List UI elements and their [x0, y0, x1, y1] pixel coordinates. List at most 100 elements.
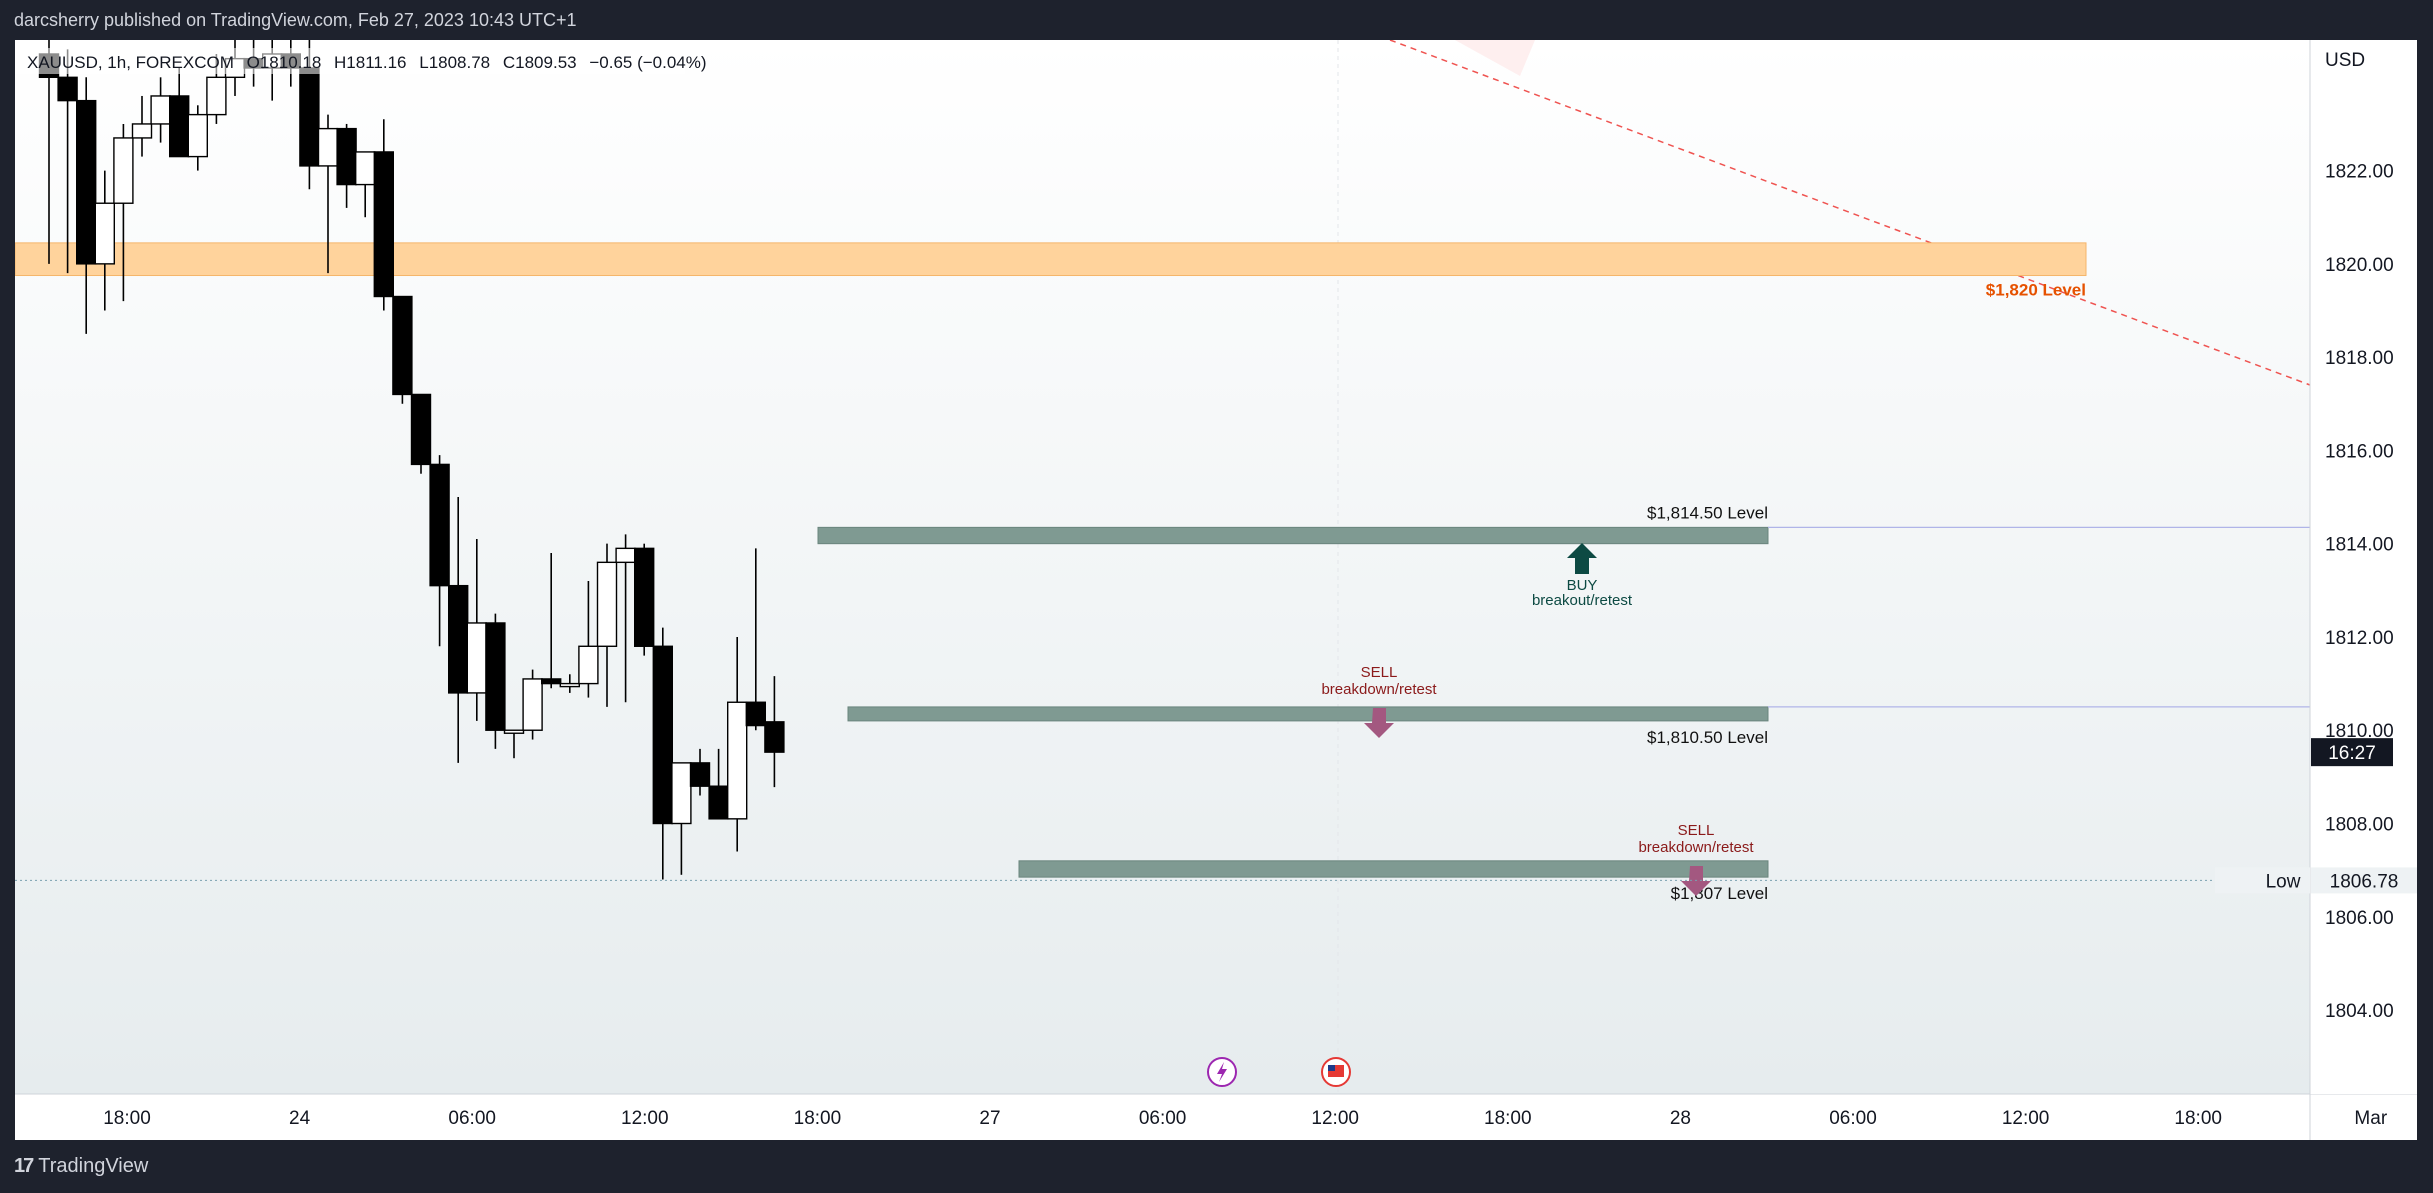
time-tick-0: 18:00 — [103, 1108, 151, 1129]
zone-1[interactable] — [817, 526, 1769, 545]
time-tick-4: 18:00 — [794, 1108, 842, 1129]
candle-body-17[interactable] — [355, 151, 376, 186]
buy-label: BUY — [1567, 577, 1598, 594]
candle-body-22[interactable] — [448, 584, 469, 694]
time-tick-6: 06:00 — [1139, 1108, 1187, 1129]
zone-label-1807: $1,807 Level — [1671, 884, 1768, 903]
candle-body-33[interactable] — [652, 645, 673, 825]
low-label: Low — [2266, 871, 2301, 892]
price-axis[interactable]: 1804.00 1806.00 1808.00 1810.00 1812.00 1814.… — [2325, 162, 2394, 1022]
candle-body-21[interactable] — [429, 463, 450, 587]
candle-body-3[interactable] — [94, 202, 116, 265]
candle-body-6[interactable] — [150, 95, 171, 125]
price-tick-6: 1816.00 — [2325, 441, 2394, 462]
candle-body-29[interactable] — [578, 645, 599, 685]
candle-body-18[interactable] — [373, 151, 394, 298]
price-tick-3: 1810.00 — [2325, 721, 2394, 742]
trendline-dashed[interactable] — [1389, 39, 2311, 386]
time-tick-7: 12:00 — [1311, 1108, 1359, 1129]
legend-symbol[interactable]: XAUUSD, 1h, FOREXCOM — [27, 53, 234, 72]
low-label-background — [2215, 867, 2310, 894]
zone-2[interactable] — [847, 706, 1769, 722]
candle-body-20[interactable] — [410, 393, 432, 466]
low-price-background — [2311, 867, 2417, 894]
trend-lines — [1389, 39, 2311, 386]
zone-0[interactable] — [14, 242, 2087, 277]
price-tick-8: 1820.00 — [2325, 255, 2394, 276]
sell-sublabel-1: breakdown/retest — [1321, 681, 1437, 698]
time-axis-background — [15, 1094, 2417, 1140]
candle-body-15[interactable] — [317, 127, 339, 167]
zone-label-1820: $1,820 Level — [1986, 281, 2086, 300]
candle-body-27[interactable] — [541, 678, 562, 685]
event-icons — [1207, 1057, 1351, 1087]
candle-body-2[interactable] — [76, 99, 97, 265]
candle-body-28[interactable] — [559, 682, 580, 688]
legend-close: C1809.53 — [503, 53, 577, 72]
price-axis-background — [2310, 40, 2417, 1094]
candle-body-36[interactable] — [708, 785, 729, 820]
time-tick-3: 12:00 — [621, 1108, 669, 1129]
time-tick-5: 27 — [979, 1108, 1000, 1129]
price-tick-0: 1804.00 — [2325, 1001, 2394, 1022]
candle-body-5[interactable] — [131, 123, 153, 139]
time-tick-9: 28 — [1670, 1108, 1691, 1129]
annotations: $1,820 Level $1,814.50 Level $1,810.50 L… — [1321, 281, 2086, 904]
publisher-bar: darcsherry published on TradingView.com,… — [0, 0, 2433, 40]
chart-frame[interactable]: $1,820 Level $1,814.50 Level $1,810.50 L… — [14, 21, 2417, 1140]
buy-arrow-icon[interactable] — [1567, 543, 1597, 574]
publisher-text: darcsherry published on TradingView.com,… — [14, 10, 577, 30]
candle-body-37[interactable] — [727, 701, 748, 820]
candle-body-34[interactable] — [671, 762, 692, 825]
sell-sublabel-2: breakdown/retest — [1638, 839, 1754, 856]
tradingview-brand[interactable]: 17 TradingView — [14, 1155, 148, 1178]
candle-body-38[interactable] — [745, 701, 766, 727]
candle-body-26[interactable] — [522, 678, 543, 731]
time-axis[interactable]: 18:00 24 06:00 12:00 18:00 27 06:00 12:00 18:00 2… — [103, 1108, 2388, 1129]
time-tick-13: Mar — [2354, 1108, 2387, 1129]
candle-body-23[interactable] — [466, 622, 487, 694]
price-tick-2: 1808.00 — [2325, 815, 2394, 836]
candle-body-8[interactable] — [187, 113, 209, 158]
candle-body-25[interactable] — [503, 729, 525, 734]
candle-body-4[interactable] — [113, 137, 134, 204]
sell-label-1: SELL — [1361, 664, 1398, 681]
time-tick-1: 24 — [289, 1108, 311, 1129]
sell-arrow-icon[interactable] — [1364, 708, 1394, 738]
price-chart[interactable]: $1,820 Level $1,814.50 Level $1,810.50 L… — [14, 21, 2417, 1140]
legend-low: L1808.78 — [419, 53, 490, 72]
candle-body-30[interactable] — [596, 561, 618, 647]
candle-body-14[interactable] — [299, 67, 320, 167]
legend-open: O1810.18 — [247, 53, 322, 72]
candle-body-9[interactable] — [206, 76, 227, 116]
time-tick-11: 12:00 — [2002, 1108, 2050, 1129]
zone-3[interactable] — [1018, 860, 1769, 878]
price-tick-7: 1818.00 — [2325, 348, 2394, 369]
time-tick-2: 06:00 — [448, 1108, 496, 1129]
legend-backdrop — [15, 48, 685, 74]
sell-arrow-icon-2[interactable] — [1681, 866, 1711, 896]
price-tick-9: 1822.00 — [2325, 162, 2394, 183]
candle-body-31[interactable] — [615, 547, 636, 564]
candle-body-7[interactable] — [168, 95, 190, 158]
currency-label: USD — [2325, 50, 2365, 71]
legend-high: H1811.16 — [334, 53, 406, 72]
price-tick-1: 1806.00 — [2325, 908, 2394, 929]
lightning-bolt-icon — [1217, 1062, 1227, 1082]
candle-body-16[interactable] — [336, 127, 357, 186]
legend: XAUUSD, 1h, FOREXCOM O1810.18 H1811.16 L… — [15, 48, 707, 74]
candle-body-24[interactable] — [485, 622, 506, 731]
time-tick-10: 06:00 — [1829, 1108, 1877, 1129]
legend-text: XAUUSD, 1h, FOREXCOM O1810.18 H1811.16 L… — [27, 53, 707, 72]
candle-body-39[interactable] — [764, 721, 785, 753]
candles — [38, 21, 785, 880]
time-tick-12: 18:00 — [2174, 1108, 2222, 1129]
candle-body-1[interactable] — [57, 76, 78, 102]
footer-bar — [0, 1140, 2433, 1193]
buy-sublabel: breakout/retest — [1532, 592, 1633, 609]
candle-body-32[interactable] — [634, 547, 655, 647]
candle-body-35[interactable] — [689, 762, 711, 787]
zones — [14, 242, 2310, 878]
candle-body-19[interactable] — [392, 295, 413, 396]
flag-canton — [1328, 1065, 1335, 1071]
